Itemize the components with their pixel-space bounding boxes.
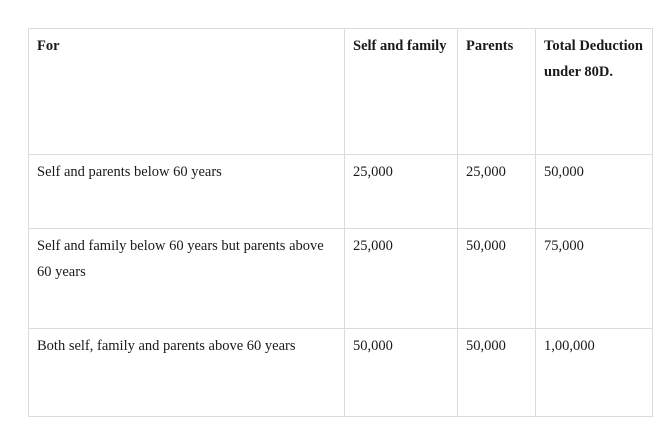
cell-category: Self and family below 60 years but paren…	[28, 228, 345, 329]
cell-parents: 25,000	[457, 154, 536, 229]
deduction-table: For Self and family Parents Total Deduct…	[28, 28, 653, 417]
cell-parents: 50,000	[457, 328, 536, 417]
table-row: Both self, family and parents above 60 y…	[28, 328, 653, 417]
table-row: Self and family below 60 years but paren…	[28, 228, 653, 329]
cell-category: Self and parents below 60 years	[28, 154, 345, 229]
cell-self-and-family: 25,000	[344, 154, 458, 229]
cell-total: 1,00,000	[535, 328, 653, 417]
cell-total: 75,000	[535, 228, 653, 329]
header-for: For	[28, 28, 345, 155]
header-total-deduction: Total Deduction under 80D.	[535, 28, 653, 155]
cell-parents: 50,000	[457, 228, 536, 329]
cell-self-and-family: 50,000	[344, 328, 458, 417]
table-header-row: For Self and family Parents Total Deduct…	[28, 28, 653, 155]
cell-total: 50,000	[535, 154, 653, 229]
cell-category: Both self, family and parents above 60 y…	[28, 328, 345, 417]
table-row: Self and parents below 60 years 25,000 2…	[28, 154, 653, 229]
cell-self-and-family: 25,000	[344, 228, 458, 329]
header-parents: Parents	[457, 28, 536, 155]
header-self-and-family: Self and family	[344, 28, 458, 155]
